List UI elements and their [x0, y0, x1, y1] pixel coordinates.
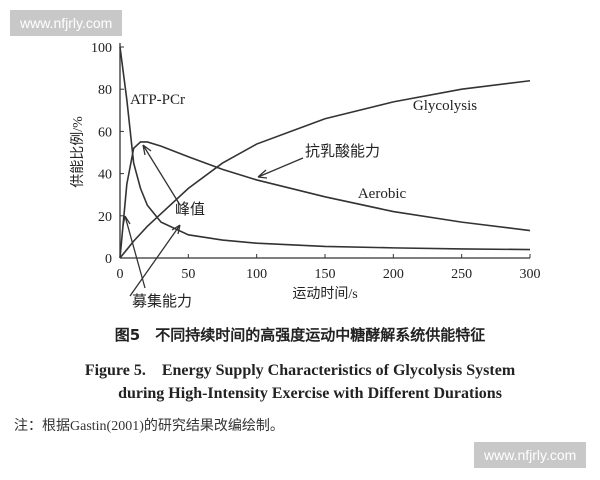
series-label: Glycolysis	[413, 98, 477, 114]
y-tick-label: 80	[98, 83, 112, 98]
x-tick-label: 100	[246, 267, 267, 282]
y-tick-label: 20	[98, 210, 112, 225]
x-axis-label: 运动时间/s	[292, 286, 357, 302]
annotation: 峰值	[175, 200, 205, 218]
arrow	[257, 157, 304, 179]
x-tick-label: 200	[383, 267, 404, 282]
x-tick-label: 300	[520, 267, 541, 282]
caption-en-1: Figure 5. Energy Supply Characteristics …	[84, 362, 516, 379]
chart: 供能比例/% 运动时间/s 0 20 40 60 80 100 0 50 100 150 200 25…	[70, 41, 541, 310]
x-tick-label: 0	[117, 267, 124, 282]
y-tick-label: 60	[98, 125, 112, 140]
y-tick-label: 0	[105, 252, 112, 267]
x-tick-label: 250	[451, 267, 472, 282]
arrow	[129, 224, 181, 297]
caption-cn: 图5 不同持续时间的高强度运动中糖酵解系统供能特征	[114, 326, 486, 344]
annotation: 抗乳酸能力	[305, 142, 380, 160]
x-tick-label: 150	[315, 267, 336, 282]
watermark: www.nfjrly.com	[474, 442, 587, 468]
x-tick-label: 50	[181, 267, 195, 282]
arrow	[122, 215, 146, 289]
line-series	[119, 79, 531, 259]
annotation: 募集能力	[132, 292, 192, 310]
arrows	[122, 144, 304, 297]
y-tick-label: 40	[98, 168, 112, 183]
series-label: ATP-PCr	[130, 92, 185, 108]
arrow	[142, 144, 181, 206]
caption-en-2: during High-Intensity Exercise with Diff…	[118, 385, 502, 402]
y-axis-label: 供能比例/%	[70, 116, 86, 188]
line-series	[119, 141, 531, 259]
series-label: Aerobic	[358, 186, 407, 202]
note: 注：根据Gastin(2001)的研究结果改编绘制。	[14, 419, 284, 434]
line-series	[119, 46, 531, 251]
y-tick-label: 100	[91, 41, 112, 56]
watermark: www.nfjrly.com	[10, 10, 123, 36]
